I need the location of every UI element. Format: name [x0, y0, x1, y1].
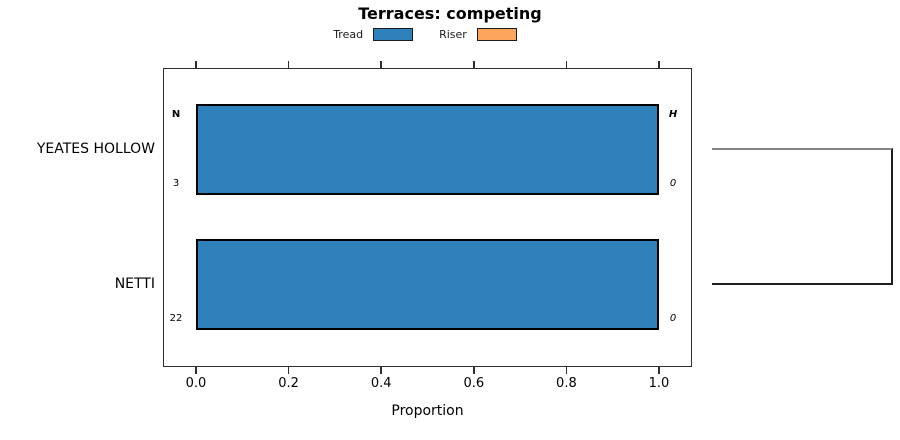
x-tick-top — [565, 61, 568, 68]
x-tick-bottom — [565, 367, 568, 374]
x-tick-bottom — [287, 367, 290, 374]
x-tick-label: 1.0 — [648, 376, 670, 391]
tread-color-swatch — [373, 27, 414, 41]
legend-item-tread: Tread — [333, 27, 414, 41]
legend-item-riser: Riser — [439, 27, 517, 41]
left-count: 22 — [169, 313, 183, 324]
category-label: NETTI — [114, 275, 155, 292]
x-tick-label: 0.4 — [370, 376, 392, 391]
x-tick-top — [287, 61, 290, 68]
right-count: 0 — [669, 313, 677, 324]
left-column-header: N — [171, 109, 181, 120]
left-count: 3 — [172, 178, 180, 189]
chart-legend: Tread Riser — [0, 25, 850, 43]
x-tick-label: 0.2 — [278, 376, 299, 391]
x-tick-top — [380, 61, 382, 68]
category-label: YEATES HOLLOW — [36, 140, 155, 157]
x-tick-bottom — [380, 367, 382, 374]
x-tick-top — [658, 61, 660, 68]
x-axis-title: Proportion — [391, 403, 464, 419]
x-tick-top — [473, 61, 475, 68]
right-column-header: H — [668, 109, 678, 120]
x-tick-label: 0.0 — [185, 376, 207, 391]
x-tick-bottom — [195, 367, 197, 374]
right-count: 0 — [669, 178, 677, 189]
x-tick-label: 0.6 — [463, 376, 485, 391]
riser-color-swatch — [476, 27, 517, 41]
tread-bar — [196, 239, 659, 330]
x-tick-bottom — [658, 367, 660, 374]
x-tick-top — [195, 61, 197, 68]
tread-bar — [196, 104, 659, 195]
legend-label-riser: Riser — [439, 27, 467, 41]
clipped-panel-box — [712, 148, 893, 285]
x-tick-label: 0.8 — [556, 376, 577, 391]
x-tick-bottom — [473, 367, 475, 374]
chart-title: Terraces: competing — [358, 4, 542, 23]
legend-label-tread: Tread — [333, 27, 364, 41]
